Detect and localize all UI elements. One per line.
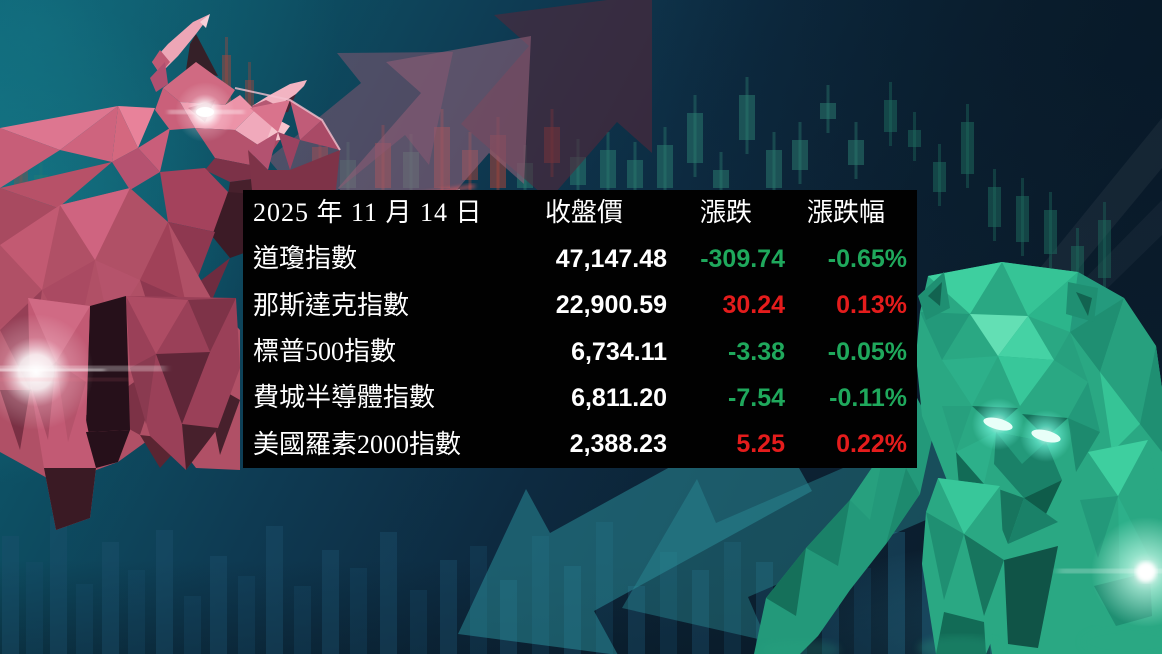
date-label: 2025 年 11 月 14 日 [253, 198, 483, 228]
change-percent: 0.13% [836, 291, 907, 320]
change-percent: 0.22% [836, 430, 907, 459]
change-percent: -0.11% [829, 383, 907, 412]
closing-price: 22,900.59 [555, 291, 667, 320]
table-row: 那斯達克指數 22,900.59 30.24 0.13% [253, 283, 907, 329]
index-name: 美國羅素2000指數 [253, 429, 462, 459]
index-name: 道瓊指數 [253, 244, 358, 274]
change-percent: -0.05% [827, 337, 907, 366]
change-value: -309.74 [700, 244, 785, 273]
change-value: -3.38 [728, 337, 785, 366]
table-row: 費城半導體指數 6,811.20 -7.54 -0.11% [253, 375, 907, 421]
table-row: 標普500指數 6,734.11 -3.38 -0.05% [253, 329, 907, 375]
lens-flare-paw [1058, 517, 1162, 627]
table-row: 美國羅素2000指數 2,388.23 5.25 0.22% [253, 422, 907, 468]
index-name: 費城半導體指數 [253, 383, 436, 413]
bull-eye-glow [168, 82, 244, 142]
table-row: 道瓊指數 47,147.48 -309.74 -0.65% [253, 236, 907, 282]
lens-flare-left [0, 314, 165, 430]
closing-price: 2,388.23 [569, 430, 667, 459]
closing-price: 6,811.20 [571, 383, 667, 412]
index-name: 那斯達克指數 [253, 290, 410, 320]
change-value: 30.24 [722, 291, 785, 320]
market-table: 2025 年 11 月 14 日 收盤價 漲跌 漲跌幅 道瓊指數 47,147.… [243, 190, 917, 468]
column-header-close: 收盤價 [544, 198, 623, 228]
column-header-change-pct: 漲跌幅 [806, 198, 885, 228]
index-name: 標普500指數 [253, 337, 397, 367]
down-arrow-left [458, 413, 812, 654]
bull-illustration [0, 14, 341, 530]
change-percent: -0.65% [827, 244, 907, 273]
column-header-change: 漲跌 [699, 198, 752, 228]
change-value: -7.54 [728, 383, 785, 412]
bear-illustration [754, 262, 1162, 654]
change-value: 5.25 [736, 430, 785, 459]
bear-eyes-glow [972, 398, 1072, 462]
table-header-row: 2025 年 11 月 14 日 收盤價 漲跌 漲跌幅 [253, 190, 907, 236]
closing-price: 6,734.11 [571, 337, 667, 366]
closing-price: 47,147.48 [555, 244, 667, 273]
